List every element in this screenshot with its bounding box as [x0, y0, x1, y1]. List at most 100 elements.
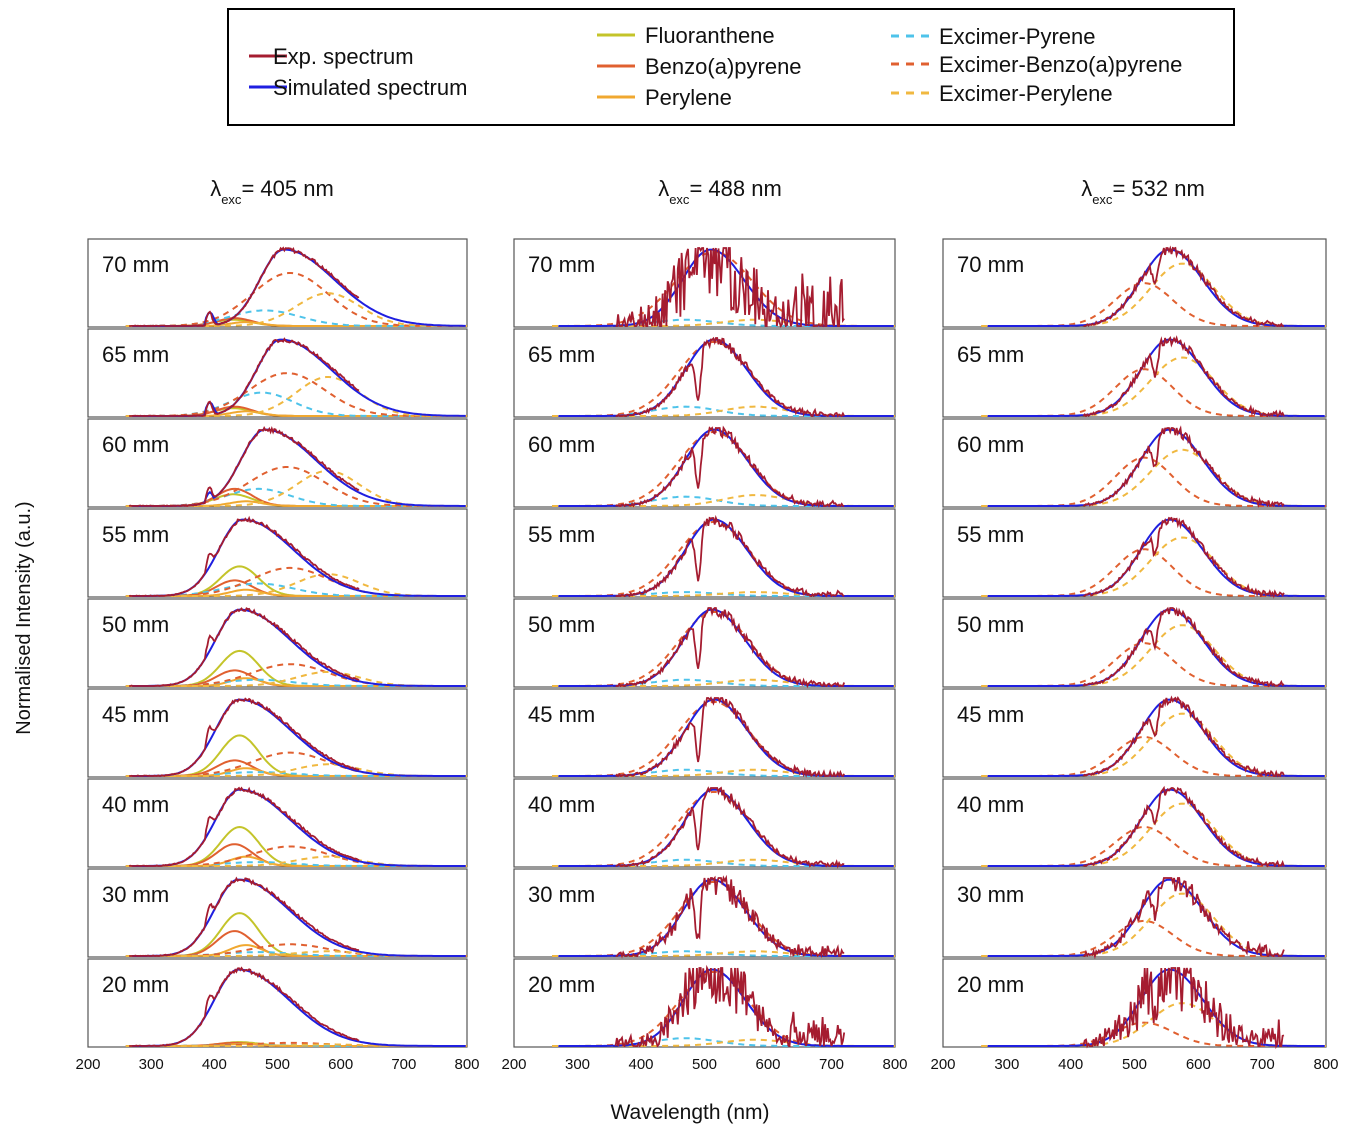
legend-label-sim: Simulated spectrum — [273, 75, 467, 100]
panel-0-8: 20 mm — [87, 958, 468, 1048]
legend-label-bap: Benzo(a)pyrene — [645, 54, 802, 79]
panel-label: 30 mm — [957, 882, 1024, 907]
panel-frame — [942, 238, 1327, 328]
panel-label: 65 mm — [102, 342, 169, 367]
panel-0-2: 60 mm — [87, 418, 468, 508]
panel-label: 70 mm — [102, 252, 169, 277]
x-tick-label: 700 — [819, 1056, 844, 1073]
panel-label: 70 mm — [957, 252, 1024, 277]
title-subscript: exc — [1092, 192, 1113, 207]
column-titles: λexc= 405 nm λexc= 488 nm λexc= 532 nm — [210, 176, 1205, 207]
x-tick-label: 700 — [1250, 1056, 1275, 1073]
title-lambda: λ — [658, 176, 669, 201]
panel-frame — [87, 508, 468, 598]
title-value: = 405 nm — [241, 176, 333, 201]
series-exp — [615, 607, 846, 689]
panel-1-1: 65 mm — [513, 328, 896, 418]
panel-0-3: 55 mm — [87, 508, 468, 598]
panel-frame — [942, 328, 1327, 418]
panel-label: 40 mm — [957, 792, 1024, 817]
legend-entry-exper: Excimer-Perylene — [891, 81, 1113, 106]
x-tick-label: 500 — [265, 1056, 290, 1073]
legend-box — [227, 8, 1235, 126]
panel-label: 60 mm — [102, 432, 169, 457]
legend-label-expy: Excimer-Pyrene — [939, 24, 1095, 49]
panel-label: 50 mm — [957, 612, 1024, 637]
panel-2-4: 50 mm — [942, 598, 1327, 688]
panel-frame — [87, 778, 468, 868]
x-tick-label: 600 — [328, 1056, 353, 1073]
legend-entry-sim: Simulated spectrum — [249, 75, 467, 100]
x-tick-label: 200 — [501, 1056, 526, 1073]
series-simulated — [987, 428, 1325, 507]
series-exp — [129, 697, 360, 777]
series-exp — [1083, 516, 1285, 599]
column-title-2: λexc= 532 nm — [1081, 176, 1205, 207]
panel-2-7: 30 mm — [942, 868, 1327, 960]
x-tick-label: 800 — [454, 1056, 479, 1073]
panel-2-0: 70 mm — [942, 238, 1327, 328]
series-exp — [128, 425, 360, 507]
x-tick-label: 300 — [565, 1056, 590, 1073]
panel-2-3: 55 mm — [942, 508, 1327, 599]
x-tick-label: 400 — [1058, 1056, 1083, 1073]
x-tick-label: 400 — [202, 1056, 227, 1073]
panel-frame — [87, 238, 468, 328]
panel-label: 40 mm — [528, 792, 595, 817]
legend-entry-bap: Benzo(a)pyrene — [597, 54, 802, 79]
x-tick-label: 800 — [1313, 1056, 1338, 1073]
panel-frame — [87, 958, 468, 1048]
x-tick-label: 200 — [75, 1056, 100, 1073]
series-exp — [128, 786, 360, 867]
series-simulated — [987, 248, 1325, 327]
series-exp — [1082, 425, 1285, 509]
series-exp — [129, 246, 360, 327]
panel-1-5: 45 mm — [513, 688, 896, 779]
series-exp — [129, 966, 360, 1047]
panel-label: 40 mm — [102, 792, 169, 817]
panel-label: 50 mm — [528, 612, 595, 637]
series-exper — [125, 855, 467, 867]
panel-2-6: 40 mm — [942, 778, 1327, 868]
panel-label: 65 mm — [957, 342, 1024, 367]
panel-label: 65 mm — [528, 342, 595, 367]
legend-entry-exbap: Excimer-Benzo(a)pyrene — [891, 52, 1182, 77]
panel-frame — [942, 688, 1327, 778]
panel-label: 45 mm — [528, 702, 595, 727]
legend-label-exbap: Excimer-Benzo(a)pyrene — [939, 52, 1182, 77]
legend-label-fluo: Fluoranthene — [645, 23, 775, 48]
series-exp — [615, 514, 845, 598]
title-value: = 488 nm — [689, 176, 781, 201]
series-exper — [125, 950, 467, 957]
series-exp — [1082, 335, 1285, 418]
panel-frame — [87, 868, 468, 958]
panel-label: 45 mm — [957, 702, 1024, 727]
x-tick-label: 200 — [930, 1056, 955, 1073]
series-exp — [1082, 695, 1285, 778]
x-tick-label: 500 — [692, 1056, 717, 1073]
panel-1-3: 55 mm — [513, 508, 896, 598]
x-tick-label: 300 — [994, 1056, 1019, 1073]
panel-frame — [942, 778, 1327, 868]
x-axis-label: Wavelength (nm) — [610, 1101, 769, 1124]
panel-0-6: 40 mm — [87, 778, 468, 868]
title-subscript: exc — [669, 192, 690, 207]
panel-label: 45 mm — [102, 702, 169, 727]
title-lambda: λ — [1081, 176, 1092, 201]
panel-label: 60 mm — [528, 432, 595, 457]
series-exp — [1083, 785, 1285, 868]
legend-entry-fluo: Fluoranthene — [597, 23, 775, 48]
legend-entry-exp: Exp. spectrum — [249, 44, 414, 69]
column-title-0: λexc= 405 nm — [210, 176, 334, 207]
y-axis-label: Normalised Intensity (a.u.) — [13, 501, 35, 734]
panel-label: 20 mm — [102, 972, 169, 997]
panel-label: 60 mm — [957, 432, 1024, 457]
column-title-1: λexc= 488 nm — [658, 176, 782, 207]
panel-2-5: 45 mm — [942, 688, 1327, 778]
panel-label: 30 mm — [528, 882, 595, 907]
x-tick-label: 600 — [1186, 1056, 1211, 1073]
series-exp — [129, 876, 360, 957]
panel-0-4: 50 mm — [87, 598, 468, 688]
legend-entry-expy: Excimer-Pyrene — [891, 24, 1095, 49]
panel-label: 30 mm — [102, 882, 169, 907]
